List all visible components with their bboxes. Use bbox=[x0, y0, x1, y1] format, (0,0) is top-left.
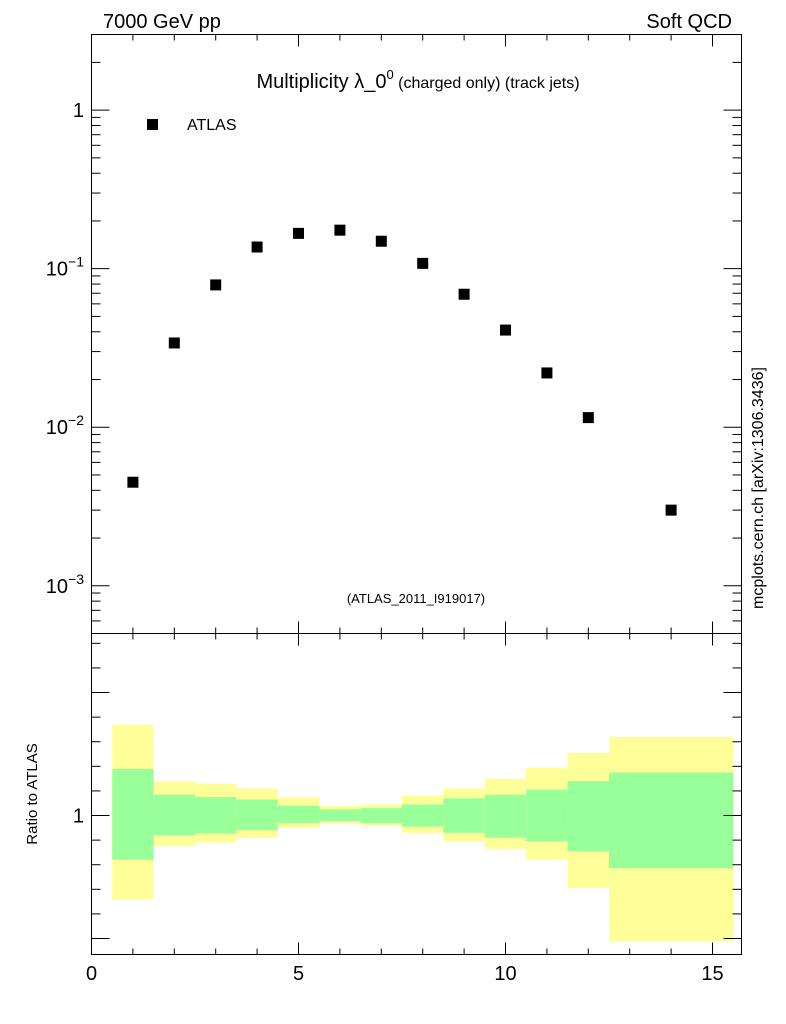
uncertainty-band-inner bbox=[402, 804, 444, 827]
uncertainty-band-inner bbox=[567, 781, 610, 852]
uncertainty-band-inner bbox=[236, 799, 278, 831]
data-point bbox=[375, 235, 387, 247]
uncertainty-band-inner bbox=[609, 772, 734, 869]
uncertainty-band-inner bbox=[484, 794, 527, 838]
x-tick-label: 5 bbox=[293, 963, 304, 985]
x-tick-label: 0 bbox=[86, 963, 97, 985]
data-point bbox=[251, 241, 263, 253]
y-tick-label: 10−3 bbox=[46, 571, 84, 598]
data-point bbox=[334, 224, 346, 236]
data-point bbox=[168, 337, 180, 349]
axis-ticks: 0 5 10 15 10−3 10−2 10−1 1 1 bbox=[46, 34, 742, 985]
data-point bbox=[500, 324, 512, 336]
analysis-label: (ATLAS_2011_I919017) bbox=[347, 591, 485, 606]
ratio-bands bbox=[112, 724, 734, 941]
y-tick-label: 10−2 bbox=[46, 412, 84, 439]
title-main: Multiplicity λ_0 bbox=[256, 71, 386, 93]
legend-marker bbox=[147, 119, 158, 130]
uncertainty-band-inner bbox=[319, 809, 361, 821]
data-point bbox=[458, 288, 470, 300]
legend-label: ATLAS bbox=[187, 117, 237, 134]
data-point bbox=[417, 257, 429, 269]
x-tick-label: 15 bbox=[701, 963, 723, 985]
data-point bbox=[293, 227, 305, 239]
ratio-y-label: Ratio to ATLAS bbox=[24, 743, 41, 844]
uncertainty-band-inner bbox=[112, 768, 154, 860]
data-point bbox=[210, 279, 222, 291]
header-left: 7000 GeV pp bbox=[103, 11, 221, 33]
data-point bbox=[541, 367, 553, 379]
side-label: mcplots.cern.ch [arXiv:1306.3436] bbox=[750, 367, 767, 609]
title-sub: (charged only) (track jets) bbox=[394, 75, 580, 92]
title-sup: 0 bbox=[386, 67, 393, 82]
uncertainty-band-inner bbox=[195, 797, 237, 834]
data-point bbox=[127, 476, 139, 488]
uncertainty-band-inner bbox=[443, 798, 485, 833]
ratio-y-tick-label: 1 bbox=[73, 806, 84, 828]
data-point bbox=[582, 412, 594, 424]
uncertainty-band-inner bbox=[277, 805, 320, 823]
uncertainty-band-inner bbox=[153, 794, 196, 836]
ratio-frame bbox=[91, 633, 742, 955]
y-tick-label: 10−1 bbox=[46, 254, 84, 281]
uncertainty-band-inner bbox=[526, 789, 568, 842]
data-points bbox=[127, 224, 677, 516]
plot-title: Multiplicity λ_00 (charged only) (track … bbox=[256, 67, 579, 93]
x-tick-label: 10 bbox=[494, 963, 516, 985]
header-right: Soft QCD bbox=[646, 11, 732, 33]
uncertainty-band-inner bbox=[360, 808, 403, 823]
y-tick-label: 1 bbox=[73, 100, 84, 122]
data-point bbox=[665, 504, 677, 516]
